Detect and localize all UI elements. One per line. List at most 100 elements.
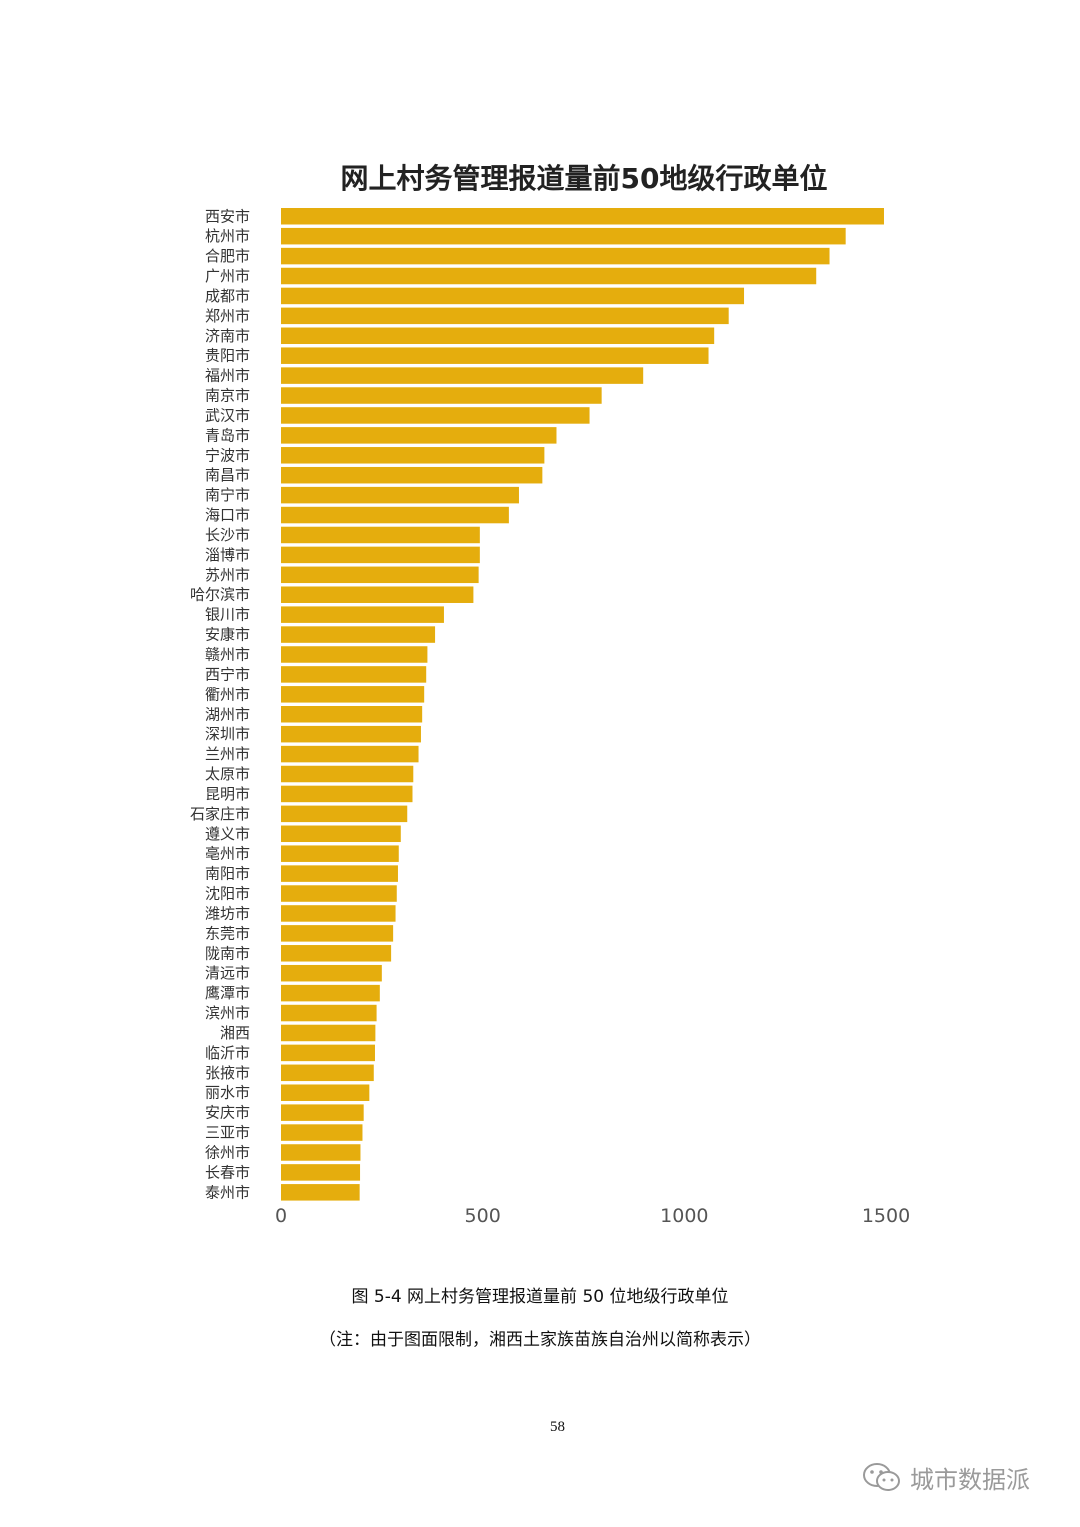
bar — [281, 427, 557, 444]
x-tick-label: 1500 — [862, 1205, 910, 1227]
category-label: 深圳市 — [205, 725, 250, 743]
bar — [281, 307, 729, 325]
page-number: 58 — [550, 1419, 565, 1435]
category-label: 淄博市 — [205, 546, 250, 564]
bar-chart: 网上村务管理报道量前50地级行政单位 西安市杭州市合肥市广州市成都市郑州市济南市… — [190, 162, 910, 1227]
bar — [281, 1024, 376, 1042]
bar — [281, 666, 427, 683]
bar — [281, 1104, 364, 1121]
bar — [281, 725, 421, 743]
bar — [281, 1064, 374, 1082]
bar — [281, 765, 414, 783]
chart-title: 网上村务管理报道量前50地级行政单位 — [341, 162, 828, 195]
bar — [281, 486, 519, 504]
bar — [281, 586, 474, 603]
category-label: 遵义市 — [205, 825, 250, 843]
x-tick-label: 0 — [275, 1205, 287, 1227]
bar — [281, 546, 480, 564]
bar — [281, 367, 644, 384]
category-label: 三亚市 — [205, 1124, 250, 1142]
watermark-text: 城市数据派 — [910, 1466, 1030, 1494]
bar — [281, 984, 380, 1002]
category-label: 长沙市 — [205, 526, 250, 544]
bar — [281, 1144, 361, 1161]
category-label: 昆明市 — [205, 785, 250, 803]
category-label: 海口市 — [205, 506, 250, 524]
bar — [281, 447, 545, 464]
category-label: 西宁市 — [205, 665, 250, 683]
bar — [281, 347, 709, 364]
category-label: 赣州市 — [205, 645, 250, 663]
category-label: 杭州市 — [205, 227, 250, 245]
bar — [281, 1044, 375, 1062]
bars-group — [281, 208, 884, 1201]
bar — [281, 1164, 361, 1181]
bar — [281, 646, 428, 663]
category-label: 南京市 — [205, 387, 250, 405]
category-label: 合肥市 — [205, 247, 250, 265]
bar — [281, 686, 425, 703]
category-label: 东莞市 — [205, 924, 250, 942]
category-label: 衢州市 — [205, 685, 250, 703]
category-label: 青岛市 — [205, 426, 250, 444]
bar — [281, 925, 394, 942]
bar — [281, 526, 480, 544]
category-label: 武汉市 — [205, 406, 250, 424]
category-label: 广州市 — [205, 267, 250, 285]
bar — [281, 606, 444, 623]
bar — [281, 407, 590, 424]
category-label: 福州市 — [205, 367, 250, 385]
category-label: 成都市 — [205, 287, 250, 305]
category-label: 南昌市 — [205, 466, 250, 484]
bar — [281, 1184, 360, 1201]
category-labels: 西安市杭州市合肥市广州市成都市郑州市济南市贵阳市福州市南京市武汉市青岛市宁波市南… — [190, 207, 250, 1201]
category-label: 石家庄市 — [190, 805, 250, 823]
category-label: 鹰潭市 — [205, 984, 250, 1002]
bar — [281, 1004, 377, 1022]
bar — [281, 387, 602, 404]
category-label: 济南市 — [205, 327, 250, 345]
category-label: 西安市 — [205, 207, 250, 225]
category-label: 湖州市 — [205, 705, 250, 723]
bar — [281, 785, 413, 803]
bar — [281, 247, 830, 265]
category-label: 郑州市 — [205, 307, 250, 325]
category-label: 长春市 — [205, 1163, 250, 1181]
x-tick-label: 1000 — [660, 1205, 708, 1227]
bar — [281, 964, 382, 982]
category-label: 安康市 — [205, 626, 250, 644]
category-label: 贵阳市 — [205, 347, 250, 365]
watermark: 城市数据派 — [862, 1460, 1030, 1495]
category-label: 滨州市 — [205, 1004, 250, 1022]
category-label: 哈尔滨市 — [190, 586, 250, 604]
category-label: 南宁市 — [205, 486, 250, 504]
bar — [281, 1124, 363, 1141]
bar — [281, 1084, 370, 1101]
category-label: 清远市 — [205, 964, 250, 982]
bar — [281, 825, 401, 843]
x-axis-ticks: 0 500 1000 1500 — [275, 1205, 910, 1227]
category-label: 南阳市 — [205, 865, 250, 883]
x-tick-label: 500 — [465, 1205, 501, 1227]
bar — [281, 287, 745, 305]
bar — [281, 845, 399, 862]
category-label: 陇南市 — [205, 944, 250, 962]
bar — [281, 885, 397, 902]
category-label: 湘西 — [220, 1024, 250, 1042]
bar — [281, 706, 423, 723]
bar — [281, 805, 408, 823]
bar — [281, 745, 419, 763]
bar — [281, 227, 846, 245]
figure-caption: 图 5-4 网上村务管理报道量前 50 位地级行政单位 — [351, 1287, 729, 1307]
category-label: 丽水市 — [205, 1084, 250, 1102]
category-label: 兰州市 — [205, 745, 250, 763]
bar — [281, 466, 543, 484]
category-label: 潍坊市 — [205, 904, 250, 922]
category-label: 沈阳市 — [205, 885, 250, 903]
bar — [281, 945, 392, 962]
bar — [281, 267, 817, 285]
bar — [281, 905, 396, 922]
category-label: 安庆市 — [205, 1104, 250, 1122]
category-label: 张掖市 — [205, 1064, 250, 1082]
bar — [281, 566, 479, 584]
